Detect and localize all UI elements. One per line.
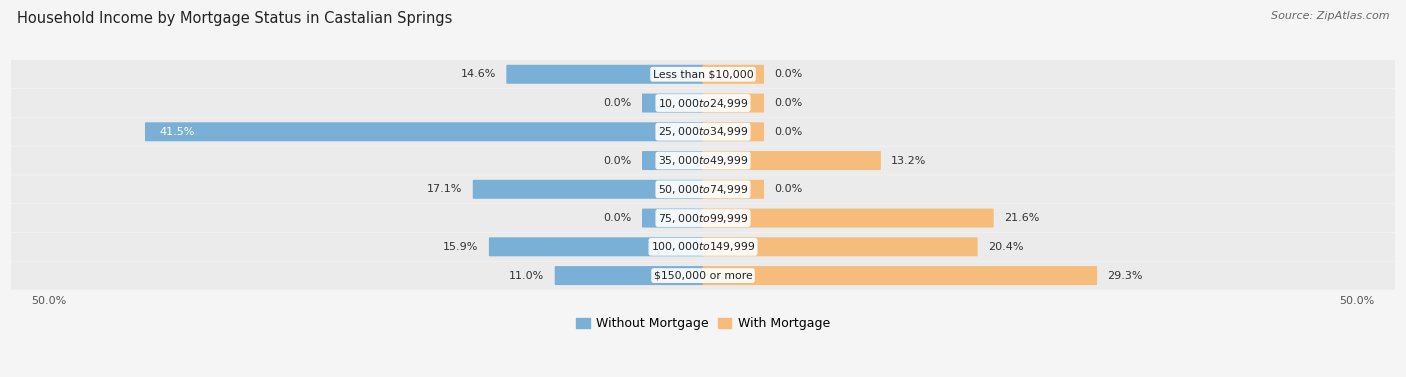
FancyBboxPatch shape: [703, 122, 763, 141]
Legend: Without Mortgage, With Mortgage: Without Mortgage, With Mortgage: [571, 312, 835, 335]
Text: $10,000 to $24,999: $10,000 to $24,999: [658, 97, 748, 110]
Text: 0.0%: 0.0%: [775, 127, 803, 137]
Text: $50,000 to $74,999: $50,000 to $74,999: [658, 183, 748, 196]
Text: 14.6%: 14.6%: [461, 69, 496, 79]
FancyBboxPatch shape: [555, 266, 703, 285]
FancyBboxPatch shape: [11, 175, 1395, 204]
Text: $35,000 to $49,999: $35,000 to $49,999: [658, 154, 748, 167]
Text: 0.0%: 0.0%: [603, 98, 631, 108]
FancyBboxPatch shape: [11, 262, 1395, 290]
Text: 13.2%: 13.2%: [891, 156, 927, 166]
FancyBboxPatch shape: [643, 151, 703, 170]
Text: 0.0%: 0.0%: [603, 156, 631, 166]
Text: 21.6%: 21.6%: [1004, 213, 1039, 223]
FancyBboxPatch shape: [145, 122, 703, 141]
FancyBboxPatch shape: [703, 266, 1097, 285]
Text: 20.4%: 20.4%: [988, 242, 1024, 252]
FancyBboxPatch shape: [11, 233, 1395, 261]
Text: 50.0%: 50.0%: [31, 296, 66, 306]
FancyBboxPatch shape: [703, 180, 763, 199]
FancyBboxPatch shape: [472, 180, 703, 199]
Text: 0.0%: 0.0%: [775, 98, 803, 108]
Text: 15.9%: 15.9%: [443, 242, 478, 252]
FancyBboxPatch shape: [703, 208, 994, 228]
Text: Source: ZipAtlas.com: Source: ZipAtlas.com: [1271, 11, 1389, 21]
Text: $75,000 to $99,999: $75,000 to $99,999: [658, 211, 748, 225]
Text: 11.0%: 11.0%: [509, 271, 544, 280]
Text: 50.0%: 50.0%: [1340, 296, 1375, 306]
Text: $25,000 to $34,999: $25,000 to $34,999: [658, 125, 748, 138]
FancyBboxPatch shape: [11, 89, 1395, 117]
FancyBboxPatch shape: [643, 93, 703, 112]
FancyBboxPatch shape: [11, 146, 1395, 175]
FancyBboxPatch shape: [703, 93, 763, 112]
Text: $100,000 to $149,999: $100,000 to $149,999: [651, 240, 755, 253]
FancyBboxPatch shape: [11, 60, 1395, 88]
Text: 41.5%: 41.5%: [159, 127, 194, 137]
FancyBboxPatch shape: [489, 238, 703, 256]
Text: Less than $10,000: Less than $10,000: [652, 69, 754, 79]
Text: Household Income by Mortgage Status in Castalian Springs: Household Income by Mortgage Status in C…: [17, 11, 453, 26]
FancyBboxPatch shape: [11, 204, 1395, 232]
Text: 29.3%: 29.3%: [1108, 271, 1143, 280]
Text: 0.0%: 0.0%: [775, 69, 803, 79]
Text: 17.1%: 17.1%: [427, 184, 463, 194]
FancyBboxPatch shape: [703, 151, 880, 170]
FancyBboxPatch shape: [643, 208, 703, 228]
FancyBboxPatch shape: [703, 238, 977, 256]
FancyBboxPatch shape: [11, 118, 1395, 146]
FancyBboxPatch shape: [703, 65, 763, 84]
FancyBboxPatch shape: [506, 65, 703, 84]
Text: 0.0%: 0.0%: [603, 213, 631, 223]
Text: $150,000 or more: $150,000 or more: [654, 271, 752, 280]
Text: 0.0%: 0.0%: [775, 184, 803, 194]
